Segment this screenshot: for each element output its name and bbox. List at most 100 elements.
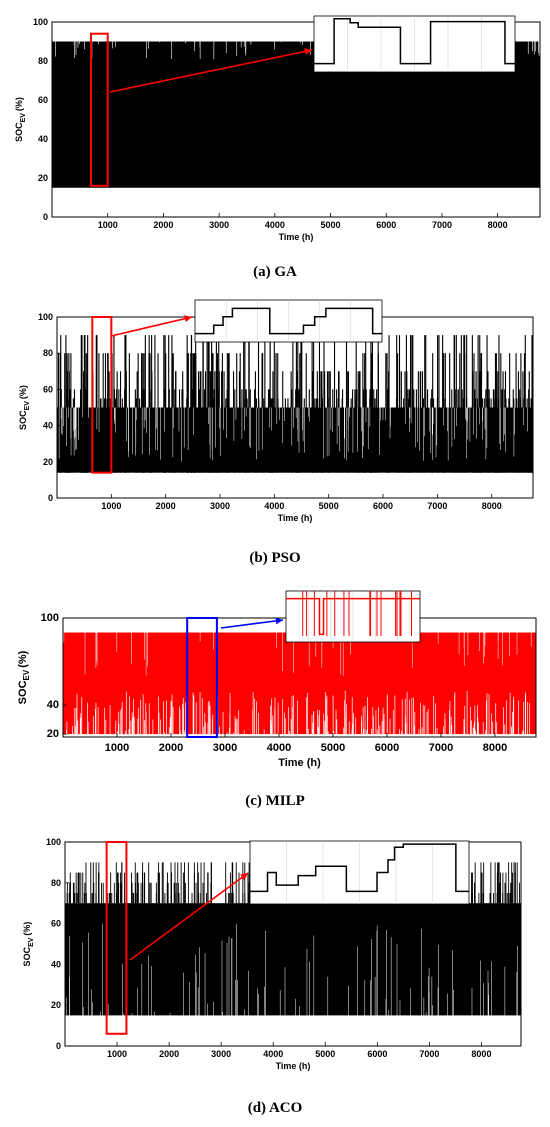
- series-trace: [65, 862, 521, 1016]
- panel-caption: (c) MILP: [245, 793, 305, 809]
- x-tick-label: 5000: [319, 501, 339, 511]
- x-tick-label: 3000: [211, 1049, 231, 1059]
- y-tick-label: 60: [43, 384, 53, 394]
- panel-caption: (d) ACO: [248, 1100, 303, 1116]
- x-tick-label: 1000: [105, 742, 129, 754]
- y-tick-label: 20: [38, 173, 48, 183]
- x-tick-label: 5000: [321, 742, 345, 754]
- zoom-inset: [285, 590, 421, 643]
- x-tick-label: 6000: [373, 501, 393, 511]
- x-tick-label: 7000: [419, 1049, 439, 1059]
- y-tick-label: 80: [43, 348, 53, 358]
- zoom-inset: [313, 15, 516, 73]
- chart-panel-1: 1000 2000 3000 4000 5000 6000 7000 8000 0 20 40 60 8…: [14, 15, 541, 280]
- y-axis-label: SOCEV(%): [22, 922, 35, 967]
- x-tick-label: 2000: [159, 742, 183, 754]
- x-tick-label: 8000: [488, 220, 508, 230]
- y-axis-label-sub: EV: [20, 113, 27, 123]
- chart-panel-2: 1000 2000 3000 4000 5000 6000 7000 8000 0 20 40 60 8…: [18, 299, 534, 566]
- y-axis-label-unit: (%): [17, 650, 29, 667]
- x-axis-label: Time (h): [278, 757, 321, 769]
- y-tick-label: 40: [43, 421, 53, 431]
- x-tick-label: 8000: [482, 501, 502, 511]
- panel-caption: (a) GA: [253, 264, 297, 280]
- zoom-arrow-head: [304, 48, 312, 55]
- y-tick-label: 40: [51, 959, 61, 969]
- x-tick-label: 8000: [471, 1049, 491, 1059]
- inset-trace: [314, 18, 515, 65]
- zoom-arrow-line: [110, 316, 193, 337]
- x-tick-label: 6000: [375, 742, 399, 754]
- x-tick-label: 2000: [159, 1049, 179, 1059]
- series-fill-band: [65, 903, 521, 1016]
- y-tick-label: 20: [51, 1000, 61, 1010]
- x-tick-label: 1000: [98, 220, 118, 230]
- zoom-arrow-line: [220, 619, 284, 629]
- zoom-arrow-line: [109, 49, 313, 93]
- y-tick-label: 80: [51, 878, 61, 888]
- y-tick-label: 60: [51, 919, 61, 929]
- series-trace: [63, 632, 536, 735]
- y-tick-label: 80: [38, 56, 48, 66]
- y-tick-label: 100: [33, 17, 48, 27]
- y-tick-label: 40: [47, 699, 59, 711]
- y-axis-label-unit: (%): [22, 922, 32, 936]
- x-tick-label: 8000: [483, 742, 507, 754]
- y-axis-label: SOCEV (%): [17, 650, 31, 704]
- x-tick-label: 6000: [376, 220, 396, 230]
- axes-frame: [51, 21, 541, 218]
- y-tick-label: 60: [38, 95, 48, 105]
- x-axis-label: Time (h): [279, 232, 314, 242]
- x-tick-label: 6000: [367, 1049, 387, 1059]
- x-tick-label: 3000: [213, 742, 237, 754]
- highlight-box: [89, 32, 109, 187]
- y-tick-label: 0: [56, 1041, 61, 1051]
- y-axis-label-main: SOC: [17, 680, 29, 704]
- y-axis-label-main: SOC: [18, 410, 28, 430]
- x-tick-label: 4000: [264, 501, 284, 511]
- x-tick-label: 4000: [267, 742, 291, 754]
- y-axis-label-sub: EV: [22, 669, 31, 680]
- zoom-arrow-line: [129, 872, 249, 961]
- y-axis-label-sub: EV: [28, 937, 35, 947]
- y-tick-label: 20: [47, 728, 59, 740]
- x-tick-label: 1000: [107, 1049, 127, 1059]
- x-tick-label: 1000: [101, 501, 121, 511]
- y-axis-label-unit: (%): [14, 97, 24, 111]
- x-tick-label: 7000: [429, 742, 453, 754]
- zoom-arrow-head: [275, 617, 283, 625]
- series-fill-band: [63, 632, 536, 735]
- inset-trace: [286, 597, 420, 636]
- x-axis-label: Time (h): [278, 513, 313, 523]
- highlight-box: [105, 841, 128, 1035]
- y-tick-label: 20: [43, 457, 53, 467]
- y-axis-label-unit: (%): [18, 385, 28, 399]
- y-tick-label: 0: [48, 493, 53, 503]
- x-tick-label: 7000: [427, 501, 447, 511]
- zoom-arrow-head: [240, 873, 248, 881]
- y-axis-label: SOCEV (%): [14, 97, 27, 142]
- zoom-inset: [249, 840, 470, 905]
- y-tick-label: 0: [43, 212, 48, 222]
- x-tick-label: 4000: [265, 220, 285, 230]
- y-tick-label: 100: [41, 612, 59, 624]
- y-tick-label: 40: [38, 134, 48, 144]
- x-tick-label: 3000: [209, 220, 229, 230]
- zoom-arrow-head: [184, 315, 192, 323]
- y-axis-label-sub: EV: [24, 401, 31, 411]
- chart-panel-4: 1000 2000 3000 4000 5000 6000 7000 8000 0 20 40 60 8…: [22, 837, 522, 1116]
- y-axis-label-main: SOC: [22, 946, 32, 966]
- x-tick-label: 5000: [315, 1049, 335, 1059]
- x-tick-label: 4000: [263, 1049, 283, 1059]
- panel-caption: (b) PSO: [249, 550, 300, 566]
- x-tick-label: 2000: [156, 501, 176, 511]
- series-trace: [57, 335, 534, 473]
- highlight-box: [186, 617, 218, 738]
- inset-trace: [250, 843, 469, 893]
- y-tick-label: 100: [38, 312, 53, 322]
- highlight-box: [91, 316, 113, 474]
- x-tick-label: 7000: [432, 220, 452, 230]
- inset-trace: [195, 307, 382, 335]
- y-axis-label-main: SOC: [14, 122, 24, 142]
